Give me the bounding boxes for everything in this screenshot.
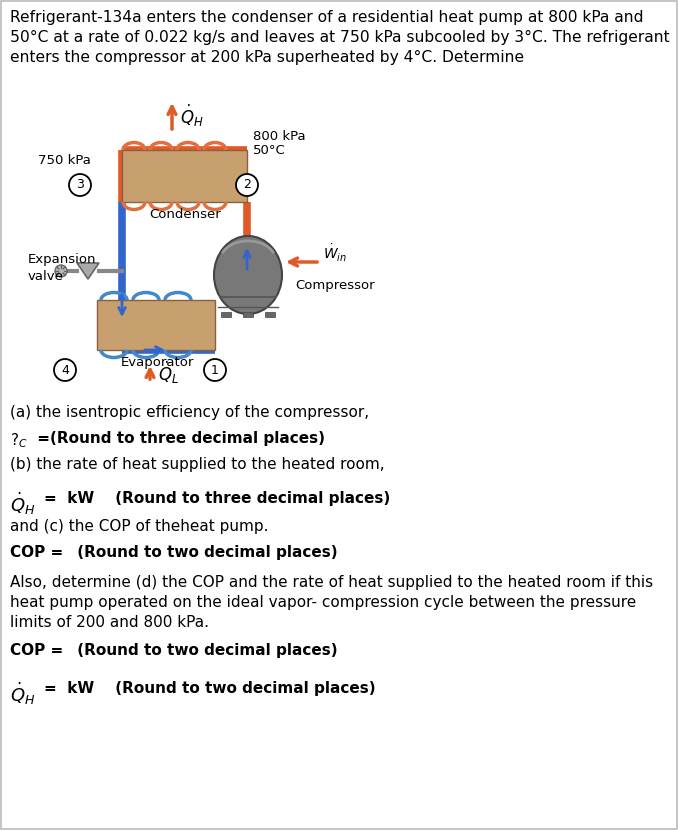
Bar — [243, 312, 253, 317]
Circle shape — [69, 174, 91, 196]
Text: $\dot{Q}_H$: $\dot{Q}_H$ — [180, 103, 203, 129]
Bar — [97, 300, 215, 350]
Text: COP =: COP = — [10, 643, 68, 658]
Text: $?_C$: $?_C$ — [10, 431, 28, 450]
Text: 50°C: 50°C — [253, 144, 285, 157]
Text: Also, determine (d) the COP and the rate of heat supplied to the heated room if : Also, determine (d) the COP and the rate… — [10, 575, 653, 590]
Text: Expansion
valve: Expansion valve — [28, 253, 96, 282]
Text: (b) the rate of heat supplied to the heated room,: (b) the rate of heat supplied to the hea… — [10, 457, 384, 472]
Circle shape — [54, 359, 76, 381]
Text: Evaporator: Evaporator — [120, 356, 194, 369]
Text: (Round to two decimal places): (Round to two decimal places) — [72, 545, 338, 560]
Text: (Round to two decimal places): (Round to two decimal places) — [72, 643, 338, 658]
Text: =: = — [32, 431, 55, 446]
Text: COP =: COP = — [10, 545, 68, 560]
Bar — [265, 312, 275, 317]
Text: 750 kPa: 750 kPa — [38, 154, 91, 167]
Text: $\dot{Q}_H$: $\dot{Q}_H$ — [10, 491, 35, 517]
Text: $\dot{Q}_H$: $\dot{Q}_H$ — [10, 681, 35, 707]
Text: =  kW: = kW — [44, 491, 94, 506]
Bar — [122, 150, 247, 202]
Text: (Round to two decimal places): (Round to two decimal places) — [110, 681, 376, 696]
Text: enters the compressor at 200 kPa superheated by 4°C. Determine: enters the compressor at 200 kPa superhe… — [10, 50, 524, 65]
Ellipse shape — [214, 236, 282, 314]
Text: Condenser: Condenser — [149, 208, 221, 221]
Text: $\dot{Q}_L$: $\dot{Q}_L$ — [158, 360, 179, 386]
Bar — [221, 312, 231, 317]
Text: 1: 1 — [211, 364, 219, 377]
Text: 2: 2 — [243, 178, 251, 192]
Text: 4: 4 — [61, 364, 69, 377]
Text: Compressor: Compressor — [295, 279, 375, 291]
Text: and (c) the COP of theheat pump.: and (c) the COP of theheat pump. — [10, 519, 268, 534]
Circle shape — [204, 359, 226, 381]
Text: limits of 200 and 800 kPa.: limits of 200 and 800 kPa. — [10, 615, 209, 630]
Text: (Round to three decimal places): (Round to three decimal places) — [50, 431, 325, 446]
Text: $\dot{W}_{in}$: $\dot{W}_{in}$ — [323, 242, 347, 264]
Text: =  kW: = kW — [44, 681, 94, 696]
Circle shape — [236, 174, 258, 196]
Text: 3: 3 — [76, 178, 84, 192]
Text: Refrigerant-134a enters the condenser of a residential heat pump at 800 kPa and: Refrigerant-134a enters the condenser of… — [10, 10, 643, 25]
Text: heat pump operated on the ideal vapor- compression cycle between the pressure: heat pump operated on the ideal vapor- c… — [10, 595, 636, 610]
Text: 800 kPa: 800 kPa — [253, 130, 306, 144]
Circle shape — [55, 265, 67, 277]
Text: (a) the isentropic efficiency of the compressor,: (a) the isentropic efficiency of the com… — [10, 405, 369, 420]
Text: (Round to three decimal places): (Round to three decimal places) — [110, 491, 391, 506]
Text: 50°C at a rate of 0.022 kg/s and leaves at 750 kPa subcooled by 3°C. The refrige: 50°C at a rate of 0.022 kg/s and leaves … — [10, 30, 670, 45]
Polygon shape — [77, 263, 99, 279]
